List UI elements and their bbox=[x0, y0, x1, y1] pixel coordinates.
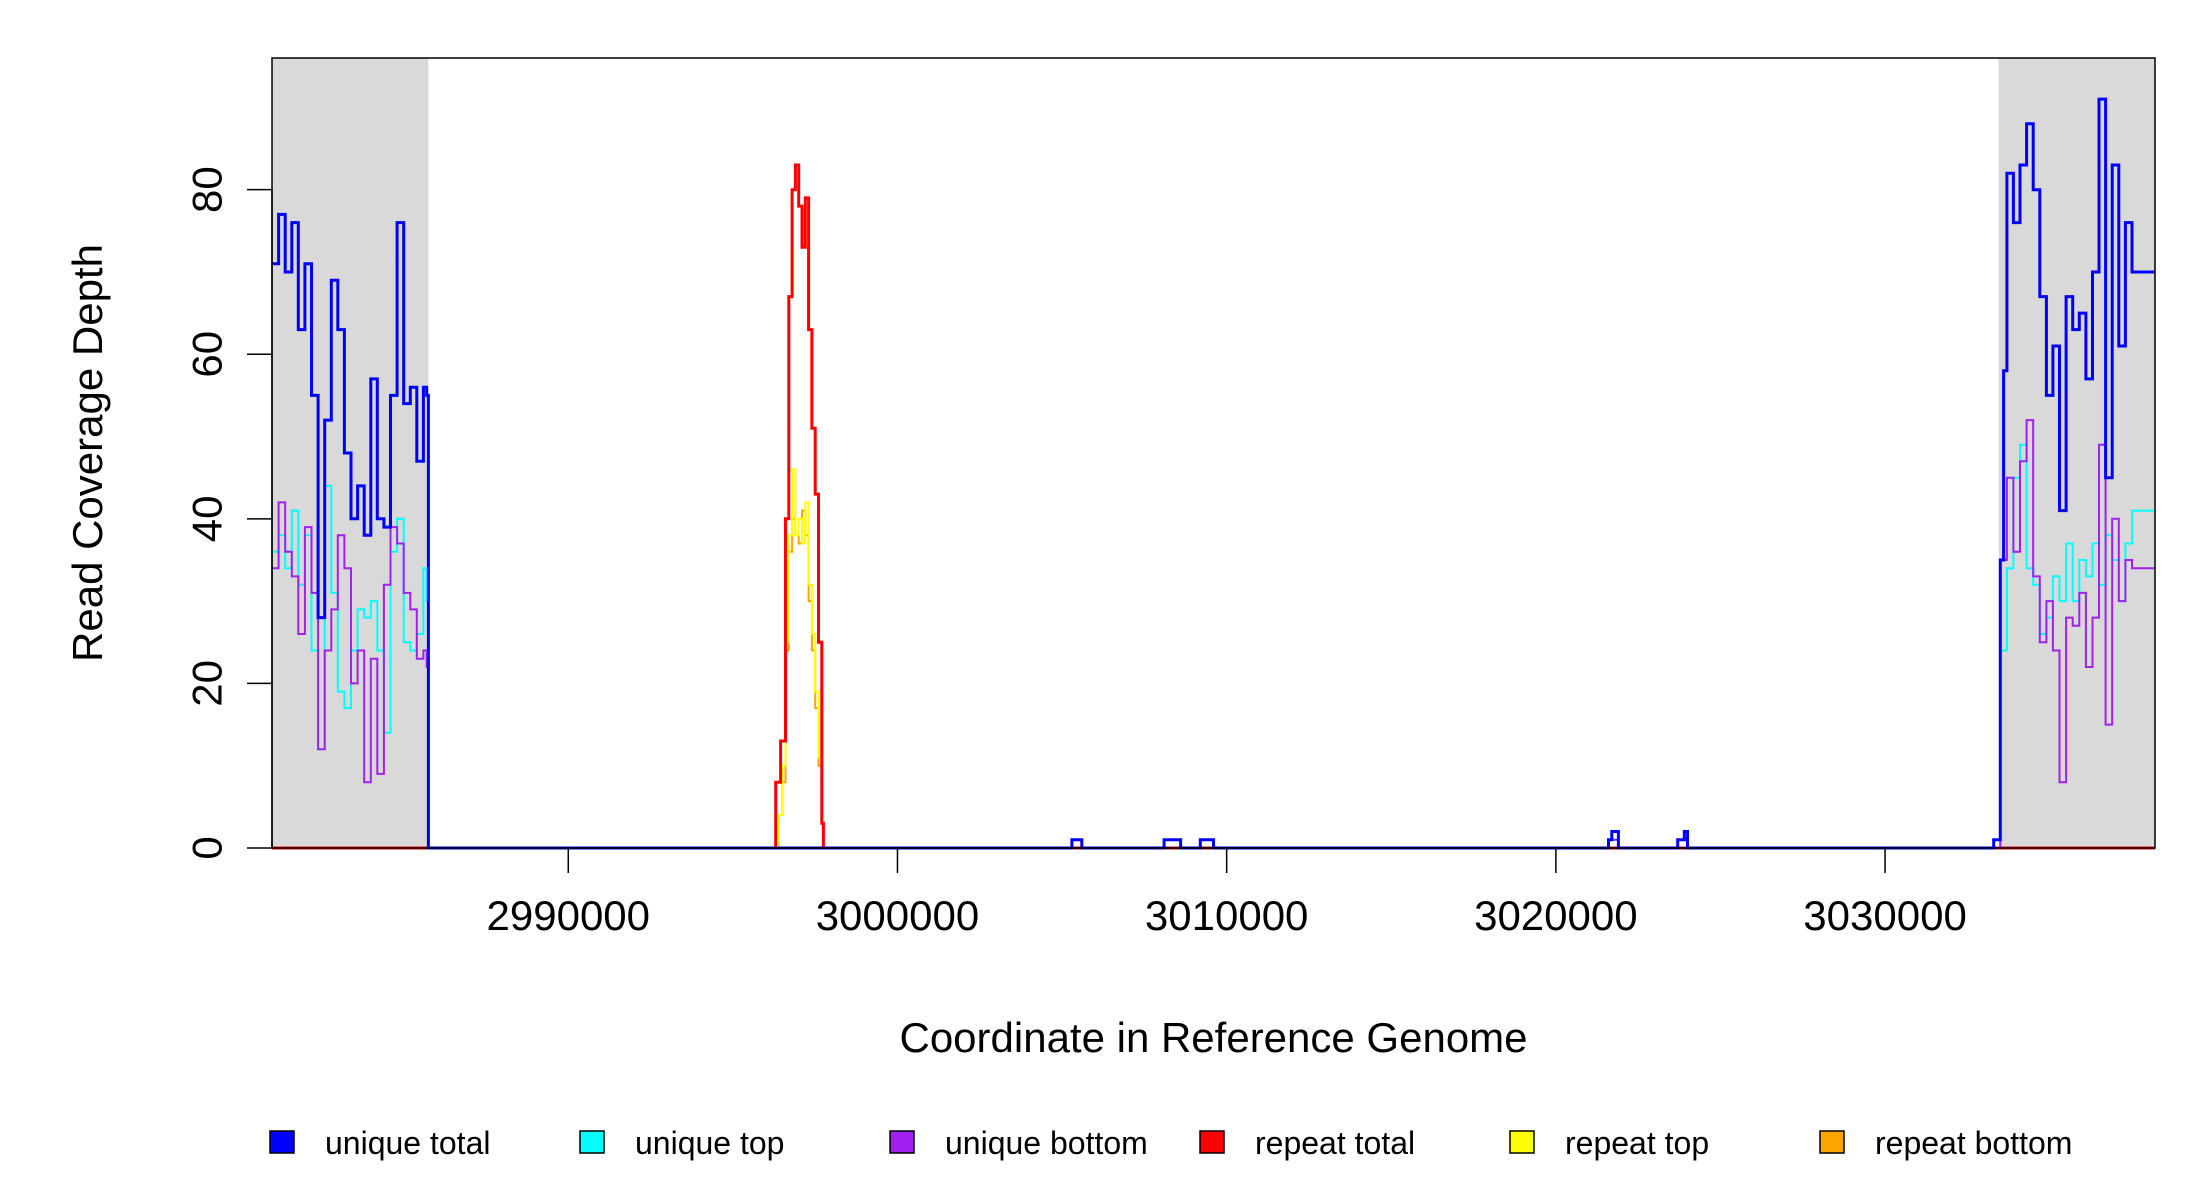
plot-frame bbox=[271, 57, 2156, 849]
legend-swatch bbox=[889, 1130, 915, 1154]
x-tick-label: 3020000 bbox=[1474, 892, 1638, 939]
x-tick-label: 3010000 bbox=[1145, 892, 1309, 939]
y-tick-label: 60 bbox=[184, 331, 231, 378]
legend-swatch bbox=[1509, 1130, 1535, 1154]
x-tick-label: 3030000 bbox=[1803, 892, 1967, 939]
y-tick-label: 80 bbox=[184, 166, 231, 213]
legend-label: repeat total bbox=[1255, 1125, 1415, 1161]
series-line-repeat-bottom bbox=[272, 509, 2155, 849]
series-line-unique-total bbox=[272, 97, 2155, 850]
x-axis: 2990000 3000000 3010000 3020000 3030000 bbox=[487, 847, 1967, 939]
x-axis-label: Coordinate in Reference Genome bbox=[899, 1014, 1527, 1061]
legend-label: unique total bbox=[325, 1125, 490, 1161]
legend-item: repeat top bbox=[1509, 1125, 1709, 1161]
series-lines bbox=[272, 97, 2155, 850]
legend-swatch bbox=[579, 1130, 605, 1154]
x-tick-label: 2990000 bbox=[487, 892, 651, 939]
y-tick-label: 40 bbox=[184, 495, 231, 542]
series-line-unique-top bbox=[272, 443, 2155, 849]
series-line-repeat-total bbox=[272, 163, 2155, 850]
shaded-regions bbox=[272, 58, 2155, 848]
legend-item: unique bottom bbox=[889, 1125, 1148, 1161]
shaded-region-2 bbox=[1998, 58, 2155, 848]
x-tick-label: 3000000 bbox=[816, 892, 980, 939]
y-tick-label: 20 bbox=[184, 660, 231, 707]
legend-item: unique total bbox=[269, 1125, 490, 1161]
y-axis: 0 20 40 60 80 bbox=[184, 166, 273, 860]
legend-label: unique bottom bbox=[945, 1125, 1148, 1161]
legend-swatch bbox=[269, 1130, 295, 1154]
series-line-unique-bottom bbox=[272, 419, 2155, 849]
legend-swatch bbox=[1199, 1130, 1225, 1154]
legend-item: repeat bottom bbox=[1819, 1125, 2072, 1161]
legend-item: repeat total bbox=[1199, 1125, 1415, 1161]
y-axis-label: Read Coverage Depth bbox=[64, 244, 111, 662]
legend: unique total unique top unique bottom repea… bbox=[269, 1125, 2072, 1161]
series-line-repeat-top bbox=[272, 468, 2155, 849]
legend-label: unique top bbox=[635, 1125, 784, 1161]
legend-swatch bbox=[1819, 1130, 1845, 1154]
legend-label: repeat top bbox=[1565, 1125, 1709, 1161]
legend-item: unique top bbox=[579, 1125, 784, 1161]
legend-label: repeat bottom bbox=[1875, 1125, 2072, 1161]
y-tick-label: 0 bbox=[184, 836, 231, 859]
